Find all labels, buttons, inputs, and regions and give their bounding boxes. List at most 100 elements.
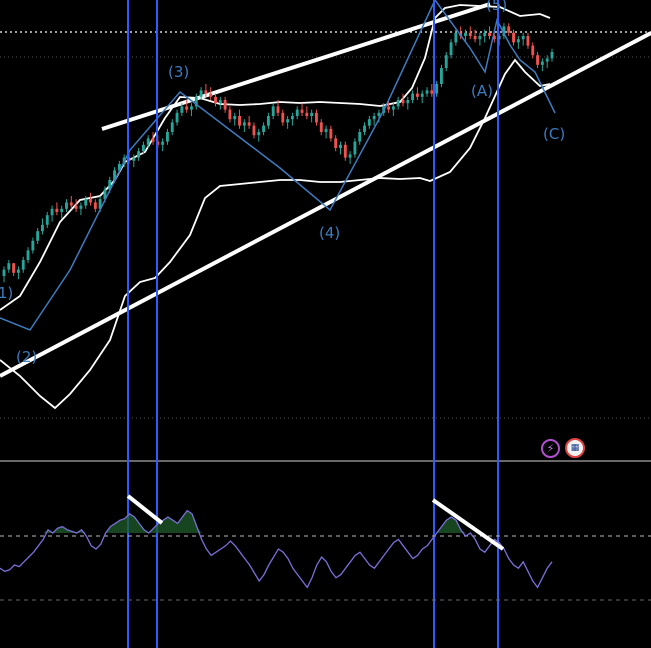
candle-body xyxy=(281,112,285,123)
candles xyxy=(2,23,554,283)
candle-body xyxy=(324,128,328,132)
candle-body xyxy=(36,231,40,241)
candle-body xyxy=(199,90,203,97)
candle-body xyxy=(372,116,376,120)
lower-trendline xyxy=(0,31,651,378)
candle-body xyxy=(2,269,6,276)
candle-body xyxy=(420,93,424,97)
candle-body xyxy=(387,106,391,110)
candle-body xyxy=(295,109,299,116)
candle-body xyxy=(175,112,179,123)
candle-body xyxy=(454,32,458,43)
wave-label-5: (5) xyxy=(486,0,507,14)
candle-body xyxy=(16,269,20,273)
candle-body xyxy=(247,122,251,126)
candle-body xyxy=(315,112,318,123)
candle-body xyxy=(45,215,49,225)
candle-body xyxy=(391,106,395,110)
candle-body xyxy=(233,116,237,120)
oscillator-line xyxy=(0,509,553,589)
candle-body xyxy=(223,100,227,110)
candle-body xyxy=(26,250,30,260)
candle-body xyxy=(449,42,453,56)
candle-body xyxy=(137,151,141,158)
candle-body xyxy=(12,263,16,273)
candle-body xyxy=(214,96,217,104)
candle-body xyxy=(415,93,419,97)
candle-body xyxy=(526,36,530,46)
divergence-line-1 xyxy=(126,494,164,525)
flash-icon[interactable]: ⚡ xyxy=(541,439,560,458)
candle-body xyxy=(146,138,150,145)
candle-body xyxy=(262,125,266,132)
candle-body xyxy=(7,263,11,270)
wave-label-2: (2) xyxy=(16,348,37,366)
candle-body xyxy=(531,45,535,56)
candle-body xyxy=(540,61,544,65)
candle-body xyxy=(521,36,525,40)
candle-body xyxy=(305,112,309,116)
candle-body xyxy=(545,58,549,62)
candle-body xyxy=(502,26,506,36)
candle-body xyxy=(444,55,448,68)
candle-body xyxy=(483,32,487,36)
candle-body xyxy=(98,199,102,209)
candle-body xyxy=(411,93,415,100)
candle-body xyxy=(516,39,520,43)
candle-body xyxy=(165,132,169,142)
candle-body xyxy=(319,122,323,132)
candle-body xyxy=(228,109,232,120)
wave-label-1: (1) xyxy=(0,284,13,302)
candle-body xyxy=(290,116,294,120)
candle-body xyxy=(353,141,357,155)
candle-body xyxy=(497,36,501,40)
candle-body xyxy=(117,164,121,171)
wave-label-3: (3) xyxy=(168,63,189,81)
bollinger-upper-band xyxy=(0,4,551,311)
candle-body xyxy=(473,36,477,40)
candle-body xyxy=(334,138,338,148)
candle-body xyxy=(339,144,342,148)
candle-body xyxy=(21,260,25,270)
candle-body xyxy=(271,106,275,116)
candle-body xyxy=(377,112,381,116)
oscillator-overbought-fill xyxy=(0,510,552,533)
candle-body xyxy=(242,122,246,126)
candle-body xyxy=(41,224,44,232)
candle-body xyxy=(492,36,496,40)
candle-body xyxy=(358,132,362,142)
candle-body xyxy=(348,154,352,158)
candle-body xyxy=(185,106,189,110)
candle-body xyxy=(439,68,443,84)
candle-body xyxy=(204,90,208,94)
candle-body xyxy=(488,32,491,36)
candle-body xyxy=(238,116,241,126)
candle-body xyxy=(209,93,213,97)
candle-body xyxy=(31,240,35,251)
candle-body xyxy=(276,106,280,113)
candle-body xyxy=(194,96,198,107)
candle-body xyxy=(367,119,371,126)
us-flag-icon[interactable]: ▦ xyxy=(565,438,585,458)
candle-body xyxy=(286,119,290,123)
candle-body xyxy=(343,144,347,158)
candle-body xyxy=(329,128,333,139)
candle-body xyxy=(401,100,405,104)
candle-body xyxy=(550,52,554,59)
candle-body xyxy=(79,205,83,209)
candle-body xyxy=(512,32,515,43)
candle-body xyxy=(55,208,59,212)
candle-body xyxy=(103,189,107,200)
candle-body xyxy=(252,125,256,136)
candle-body xyxy=(468,32,472,36)
candle-body xyxy=(478,36,482,40)
candle-body xyxy=(430,90,434,94)
divergence-line-2 xyxy=(431,498,505,551)
candle-body xyxy=(132,157,136,161)
candle-body xyxy=(266,116,270,126)
candle-body xyxy=(363,125,366,132)
candle-body xyxy=(310,112,314,116)
bollinger-lower-band xyxy=(0,58,551,410)
